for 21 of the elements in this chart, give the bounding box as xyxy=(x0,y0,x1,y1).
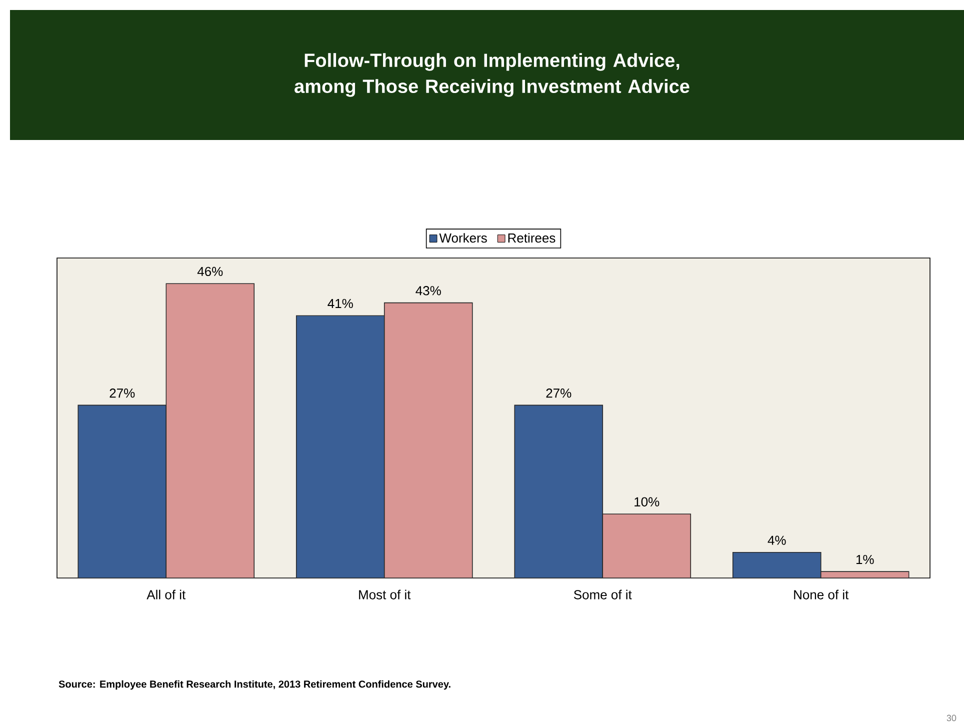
x-tick-label: Some of it xyxy=(574,590,632,600)
data-label: 41% xyxy=(328,298,353,308)
x-tick-label: Most of it xyxy=(359,590,411,600)
x-tick-label: None of it xyxy=(794,590,849,600)
legend-label: Workers xyxy=(439,233,487,243)
text: 30 xyxy=(946,714,956,722)
data-label: 43% xyxy=(416,286,441,296)
source-note: Source: Employee Benefit Research Institute, 2013 Retirement Confidence Survey. xyxy=(58,680,450,690)
bar xyxy=(732,552,822,578)
data-label: 4% xyxy=(768,536,786,545)
data-label: 10% xyxy=(634,497,660,506)
x-tick-label: All of it xyxy=(146,590,186,600)
bar xyxy=(78,404,167,578)
chart-title: Follow-Through on Implementing Advice, among Those Receiving Investment Advice xyxy=(294,53,690,97)
data-label: 1% xyxy=(856,554,874,564)
bar xyxy=(514,404,604,578)
data-label: 27% xyxy=(110,388,135,398)
data-label: 27% xyxy=(546,388,572,398)
data-label: 46% xyxy=(197,266,223,276)
bar xyxy=(296,315,385,578)
legend-label: Retirees xyxy=(508,233,556,243)
